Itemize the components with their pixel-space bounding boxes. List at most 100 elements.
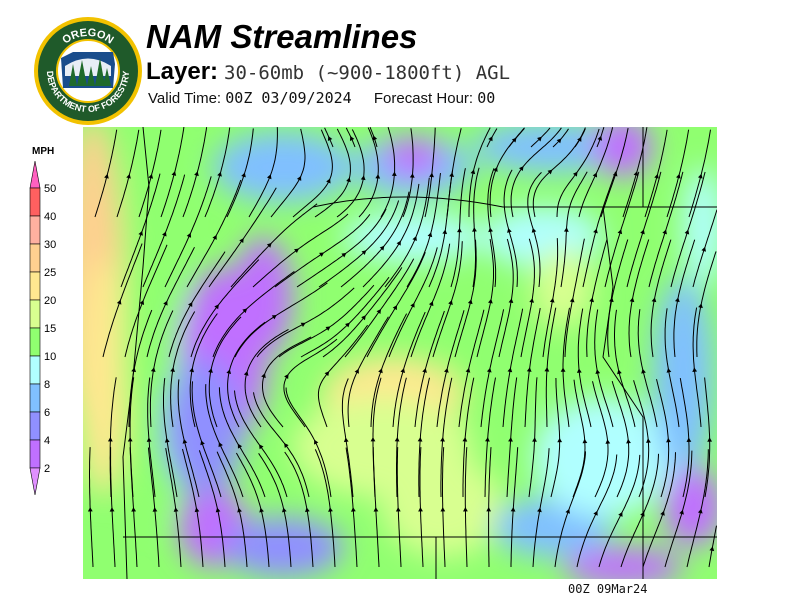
streamline [432, 241, 463, 358]
legend-color-bin [29, 243, 41, 273]
legend-over-arrow [29, 160, 41, 189]
streamline [572, 379, 586, 498]
streamline [366, 252, 426, 358]
streamline-arrow [131, 367, 137, 373]
streamline-arrow [697, 508, 703, 514]
streamline-arrow [116, 299, 122, 305]
streamline [464, 447, 468, 568]
streamline-arrow [582, 438, 588, 444]
streamline-arrow [595, 369, 601, 374]
layer-info: Layer: 30-60mb (~900-1800ft) AGL [146, 58, 510, 86]
streamline-arrow [284, 374, 289, 379]
streamline-arrow [660, 510, 665, 516]
streamline-arrow [488, 298, 493, 304]
streamline-arrow [372, 135, 378, 141]
streamline-arrow [217, 171, 222, 177]
streamline [440, 377, 453, 497]
streamline-arrow [629, 297, 635, 303]
streamline [442, 447, 446, 568]
wind-speed-region [683, 167, 717, 287]
streamline-arrow [226, 369, 232, 375]
streamline [688, 129, 711, 218]
streamline-arrow [109, 507, 115, 512]
wind-speed-region [563, 547, 683, 579]
wind-speed-region [213, 132, 353, 202]
streamline [708, 525, 717, 568]
streamline-arrow [486, 367, 492, 373]
streamline [322, 267, 403, 358]
streamline-arrow [171, 171, 177, 176]
streamline-arrow [261, 373, 266, 379]
streamline-arrow [444, 367, 449, 373]
streamline-arrow [467, 299, 473, 305]
streamline-arrow [565, 508, 570, 514]
streamline-arrow [325, 326, 331, 331]
streamline-arrow [392, 305, 398, 311]
streamline [704, 377, 711, 498]
streamline [620, 453, 659, 568]
streamline-arrow [508, 298, 514, 304]
legend-tick-label: 25 [44, 267, 56, 279]
streamline-arrow [442, 229, 448, 235]
streamline [205, 384, 244, 498]
streamline-arrow [343, 437, 349, 443]
streamline-arrow [662, 229, 667, 235]
streamline-arrow [163, 300, 168, 306]
streamline [284, 451, 314, 568]
streamline [345, 447, 358, 568]
streamline [170, 311, 196, 428]
streamline [650, 239, 672, 358]
streamline-arrow [563, 227, 569, 232]
streamline-arrow [472, 227, 477, 232]
streamline-arrow [394, 437, 400, 442]
streamline-arrow [531, 227, 537, 233]
streamline-arrow [189, 367, 195, 373]
streamline [89, 447, 94, 568]
streamline-arrow [379, 245, 385, 251]
streamline-arrow [395, 507, 401, 512]
streamline-arrow [328, 507, 333, 512]
streamline-arrow [361, 250, 367, 255]
streamline [564, 238, 585, 358]
streamline-arrow [597, 135, 603, 141]
streamline-arrow [556, 138, 562, 144]
streamline-arrow [266, 242, 272, 248]
streamline [216, 451, 248, 568]
streamline-arrow [319, 252, 325, 257]
streamline [262, 336, 312, 428]
streamline [406, 173, 441, 288]
streamline-arrow [341, 252, 347, 258]
streamline-arrow [131, 507, 137, 512]
streamline [586, 239, 608, 358]
streamline-arrow [440, 437, 445, 442]
streamline-arrow [547, 169, 553, 175]
streamline [626, 171, 662, 288]
streamline-arrow [127, 437, 133, 442]
streamline-arrow [429, 172, 434, 178]
streamline [666, 129, 690, 218]
forecast-hour-label: Forecast Hour: [373, 90, 474, 107]
streamline [142, 174, 186, 288]
streamline [362, 183, 420, 288]
streamline [656, 378, 670, 498]
streamline-arrow [294, 248, 299, 254]
streamline-arrow [617, 229, 623, 235]
streamline [686, 449, 709, 568]
streamline-arrow [692, 367, 698, 372]
streamline-arrow [417, 437, 423, 442]
streamline [285, 387, 332, 498]
streamline [212, 270, 295, 358]
streamline-arrow [259, 444, 264, 450]
streamline [274, 214, 371, 288]
streamline-arrow [485, 437, 490, 442]
valid-time-label: Valid Time: [148, 90, 222, 107]
streamline [186, 179, 242, 288]
streamline [163, 378, 178, 498]
streamline [554, 451, 586, 568]
wind-speed-region [343, 212, 483, 262]
streamline-arrow [549, 297, 555, 303]
wind-speed-region [533, 397, 673, 517]
streamline [248, 127, 278, 218]
streamline [476, 239, 494, 358]
streamline-arrow [537, 507, 542, 513]
